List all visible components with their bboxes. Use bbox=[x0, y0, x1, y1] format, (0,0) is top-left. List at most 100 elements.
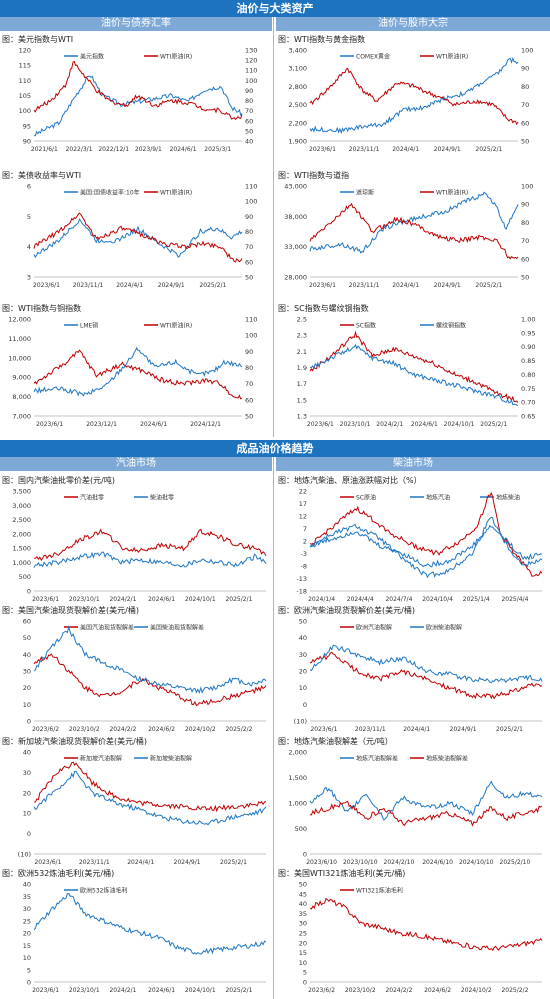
chart-svg-c9: 0 10 20 30 40 50 60 2023/6/2 2023/10/2 2024/2/2 20… bbox=[23, 618, 267, 733]
y-tick-left: 60 bbox=[23, 618, 31, 626]
y-tick-left: 500 bbox=[295, 825, 307, 833]
x-tick: 2024/6/2 bbox=[424, 987, 451, 994]
legend-label: 美国:国债收益率:10年 bbox=[80, 189, 140, 197]
section2-divider bbox=[273, 457, 274, 999]
y-tick-right: 120 bbox=[245, 57, 257, 65]
chart-svg-c8: -18 -13 -8 -3 2 7 12 17 22 2024/1/4 2024/4/4 2024/7… bbox=[296, 488, 543, 603]
legend-label: WTI原油(R) bbox=[160, 322, 192, 330]
chart-panel-c10: 图：欧洲汽柴油现货裂解价差(美元/桶) (10) 0 10 20 30 40 50 2023/6… bbox=[276, 605, 548, 733]
y-tick-left: 500 bbox=[19, 573, 31, 581]
legend-label: WTI原油(R) bbox=[160, 53, 192, 61]
y-tick-right: 100 bbox=[521, 183, 533, 191]
y-tick-left: 30 bbox=[23, 668, 31, 676]
x-tick: 2024/12/1 bbox=[190, 421, 221, 428]
chart-title: 图：地炼汽柴油裂解差（元/吨） bbox=[278, 737, 393, 746]
y-tick-left: 43,000 bbox=[284, 183, 307, 191]
legend-label: 地炼柴油 bbox=[496, 494, 520, 502]
y-tick-left: 12,000 bbox=[8, 316, 31, 324]
x-tick: 2024/9/1 bbox=[450, 726, 477, 733]
y-tick-right: 80 bbox=[521, 219, 529, 227]
y-tick-right: 80 bbox=[245, 364, 253, 372]
x-tick: 2024/6/1 bbox=[148, 987, 175, 994]
y-tick-left: 120 bbox=[19, 47, 31, 55]
y-tick-left: 3,000 bbox=[12, 502, 31, 510]
y-tick-left: 0 bbox=[303, 979, 307, 987]
series-line bbox=[33, 212, 243, 263]
legend-label: 新加坡汽油裂解 bbox=[80, 755, 122, 763]
x-tick: 2024/10/2 bbox=[461, 987, 492, 994]
y-tick-left: 10 bbox=[23, 701, 31, 709]
chart-panel-c2: 图：WTI指数与黄金指数 1,900 2,200 2,500 2,800 3,100 3,4… bbox=[276, 34, 548, 153]
y-tick-left: 100 bbox=[19, 107, 31, 115]
y-tick-left: 30 bbox=[23, 905, 31, 913]
x-tick: 2024/6/1 bbox=[170, 146, 197, 153]
series-line bbox=[309, 67, 519, 126]
y-tick-right: 40 bbox=[245, 138, 253, 146]
y-tick-left: 110 bbox=[19, 77, 31, 85]
y-tick-right: 110 bbox=[245, 183, 257, 191]
x-tick: 2024/2/2 bbox=[109, 726, 136, 733]
y-tick-right: 80 bbox=[521, 83, 529, 91]
y-tick-right: 110 bbox=[245, 316, 257, 324]
chart-panel-c1: 图：美元指数与WTI 90 95 100 105 110 115 120 40 50 60 70 80 9… bbox=[0, 34, 272, 153]
y-tick-left: 1.9 bbox=[297, 364, 307, 372]
y-tick-right: 60 bbox=[245, 396, 253, 404]
y-tick-right: 0.90 bbox=[521, 343, 535, 351]
x-tick: 2023/9/1 bbox=[135, 146, 162, 153]
y-tick-left: 40 bbox=[299, 900, 307, 908]
x-tick: 2024/4/1 bbox=[403, 726, 430, 733]
x-tick: 2024/10/1 bbox=[185, 596, 216, 603]
chart-svg-c1: 90 95 100 105 110 115 120 40 50 60 70 80 90 100 110 120… bbox=[19, 47, 258, 154]
y-tick-left: 5 bbox=[27, 966, 31, 974]
series-line bbox=[33, 75, 243, 137]
series-line bbox=[33, 892, 267, 955]
section1-banner: 油价与大类资产 bbox=[0, 0, 550, 17]
y-tick-right: 60 bbox=[245, 258, 253, 266]
x-tick: 2023/6/1 bbox=[310, 726, 337, 733]
y-tick-left: 17 bbox=[299, 500, 307, 508]
chart-title: 图：国内汽柴油批零价差(元/吨) bbox=[2, 476, 115, 485]
x-tick: 2023/6/1 bbox=[309, 146, 336, 153]
x-tick: 2023/6/1 bbox=[307, 421, 334, 428]
y-tick-left: 40 bbox=[23, 749, 31, 757]
x-tick: 2025/2/1 bbox=[225, 596, 252, 603]
section2-banner: 成品油价格趋势 bbox=[0, 440, 550, 457]
legend-label: WTI原油(R) bbox=[436, 53, 468, 61]
y-tick-right: 90 bbox=[245, 348, 253, 356]
series-line bbox=[33, 625, 267, 695]
x-tick: 2022/12/1 bbox=[98, 146, 129, 153]
x-tick: 2025/4/4 bbox=[501, 596, 528, 603]
x-tick: 2025/2/1 bbox=[475, 282, 502, 289]
legend-label: WTI321炼油毛利 bbox=[356, 887, 403, 895]
y-tick-left: 20 bbox=[23, 684, 31, 692]
y-tick-left: 10 bbox=[299, 684, 307, 692]
chart-panel-c7: 图：国内汽柴油批零价差(元/吨) 0 500 1,000 1,500 2,000 2,500… bbox=[0, 475, 272, 603]
x-tick: 2024/10/4 bbox=[422, 596, 453, 603]
y-tick-right: 60 bbox=[521, 119, 529, 127]
y-tick-left: 11,000 bbox=[8, 335, 31, 343]
x-tick: 2025/2/1 bbox=[220, 859, 247, 866]
chart-title: 图：SC指数与螺纹钢指数 bbox=[278, 304, 369, 313]
y-tick-right: 50 bbox=[521, 274, 529, 282]
y-tick-left: 10 bbox=[23, 954, 31, 962]
y-tick-left: 38,000 bbox=[284, 213, 307, 221]
x-tick: 2023/6/10 bbox=[306, 859, 337, 866]
y-tick-left: 10,000 bbox=[8, 354, 31, 362]
y-tick-left: 1.5 bbox=[297, 396, 307, 404]
legend-label: 欧洲汽油裂解 bbox=[356, 624, 392, 632]
y-tick-left: 6 bbox=[27, 183, 31, 191]
y-tick-left: 20 bbox=[23, 789, 31, 797]
y-tick-left: 4 bbox=[27, 243, 31, 251]
legend-label: 新加坡柴油裂解 bbox=[150, 755, 192, 763]
legend-label: WTI原油(R) bbox=[436, 189, 468, 197]
y-tick-right: 0.75 bbox=[521, 385, 535, 393]
y-tick-left: 2,800 bbox=[288, 83, 307, 91]
y-tick-left: 0 bbox=[27, 588, 31, 596]
y-tick-left: 115 bbox=[19, 62, 31, 70]
y-tick-right: 80 bbox=[245, 97, 253, 105]
x-tick: 2024/6/1 bbox=[148, 596, 175, 603]
x-tick: 2024/9/1 bbox=[434, 146, 461, 153]
y-tick-right: 50 bbox=[245, 274, 253, 282]
x-tick: 2023/6/1 bbox=[309, 282, 336, 289]
legend-label: 美元指数 bbox=[80, 53, 104, 61]
